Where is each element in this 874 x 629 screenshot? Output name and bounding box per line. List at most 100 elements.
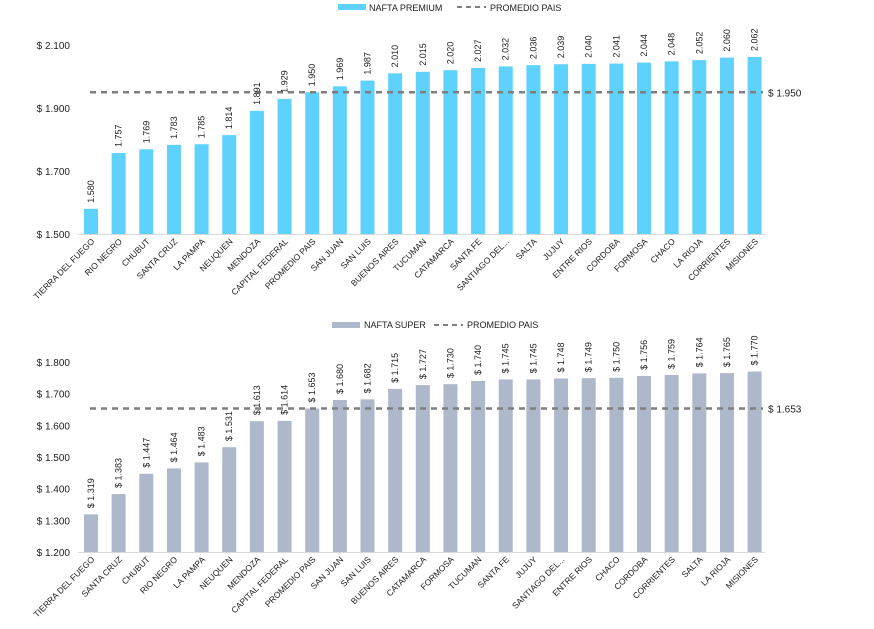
data-label-cordoba: 2.041 bbox=[611, 35, 621, 58]
data-label-mendoza: 1.891 bbox=[252, 82, 262, 105]
data-label-capital-federal: $ 1.614 bbox=[280, 385, 290, 415]
bar-santa-fe bbox=[471, 67, 486, 235]
category-label-jujuy: JUJUY bbox=[513, 554, 539, 580]
bar-la-rioja bbox=[719, 373, 734, 552]
legend: NAFTA SUPER PROMEDIO PAIS bbox=[332, 320, 538, 330]
bar-rio-negro bbox=[111, 153, 126, 234]
data-label-corrientes: 2.060 bbox=[722, 29, 732, 52]
legend-swatch-nafta-premium bbox=[338, 4, 366, 10]
y-tick-label: $ 1.600 bbox=[37, 421, 71, 432]
category-label-buenos-aires: BUENOS AIRES bbox=[349, 236, 401, 288]
bar-buenos-aires bbox=[388, 73, 403, 234]
bar-chaco bbox=[609, 377, 624, 552]
data-label-santa-cruz: $ 1.383 bbox=[114, 458, 124, 488]
data-label-san-juan: $ 1.680 bbox=[335, 364, 345, 394]
bar-promedio-pais bbox=[305, 92, 320, 234]
y-tick-label: $ 1.400 bbox=[37, 485, 71, 496]
data-labels: 1.580 1.757 1.769 1.783 1.785 1.814 1.891 1.929… bbox=[86, 28, 760, 202]
y-tick-label: $ 1.500 bbox=[37, 453, 71, 464]
bar-la-pampa bbox=[194, 462, 209, 552]
data-label-la-rioja: 2.052 bbox=[694, 32, 704, 55]
data-label-catamarca: $ 1.727 bbox=[418, 349, 428, 379]
bar-entre-rios bbox=[581, 378, 596, 552]
bar-corrientes bbox=[664, 374, 679, 552]
data-label-corrientes: $ 1.759 bbox=[667, 339, 677, 369]
data-label-buenos-aires: 2.010 bbox=[390, 45, 400, 68]
legend-label-nafta-premium: NAFTA PREMIUM bbox=[369, 3, 442, 13]
data-label-jujuy: 2.039 bbox=[556, 36, 566, 59]
nafta-super-chart: NAFTA SUPER PROMEDIO PAIS $ 1.200 $ 1.300… bbox=[31, 320, 801, 619]
data-label-tucuman: 2.015 bbox=[418, 43, 428, 66]
bar-santa-fe bbox=[498, 379, 513, 552]
bar-buenos-aires bbox=[388, 388, 403, 552]
y-tick-label: $ 1.800 bbox=[37, 358, 71, 369]
data-label-la-pampa: $ 1.483 bbox=[197, 426, 207, 456]
legend-swatch-nafta-super bbox=[332, 322, 360, 328]
category-label-santiago-del: SANTIAGO DEL... bbox=[455, 236, 512, 293]
legend-label-promedio-pais: PROMEDIO PAIS bbox=[467, 320, 538, 330]
bar-misiones bbox=[747, 371, 762, 552]
bar-tucuman bbox=[471, 381, 486, 552]
legend: NAFTA PREMIUM PROMEDIO PAIS bbox=[338, 3, 561, 13]
category-label-salta: SALTA bbox=[514, 236, 539, 261]
bar-entre-rios bbox=[581, 63, 596, 235]
y-tick-label: $ 1.700 bbox=[37, 390, 71, 401]
y-tick-label: $ 2.100 bbox=[37, 41, 71, 52]
bar-catamarca bbox=[443, 70, 458, 234]
category-label-salta: SALTA bbox=[679, 554, 704, 579]
average-value-label: $ 1.950 bbox=[768, 88, 802, 99]
data-label-rio-negro: $ 1.464 bbox=[169, 432, 179, 462]
bar-santiago-del bbox=[498, 66, 513, 234]
nafta-premium-chart: NAFTA PREMIUM PROMEDIO PAIS $ 1.500 $ 1.7… bbox=[31, 3, 801, 301]
data-label-mendoza: $ 1.613 bbox=[252, 385, 262, 415]
bar-tucuman bbox=[415, 71, 430, 235]
bar-cordoba bbox=[609, 63, 624, 235]
data-label-santa-fe: 2.027 bbox=[473, 39, 483, 62]
y-axis: $ 1.200 $ 1.300 $ 1.400 $ 1.500 $ 1.600 $ 1.7… bbox=[37, 358, 71, 559]
bar-santiago-del bbox=[554, 378, 569, 552]
bars bbox=[84, 371, 762, 552]
bar-tierra-del-fuego bbox=[84, 208, 98, 234]
data-label-neuquen: 1.814 bbox=[224, 107, 234, 130]
data-label-san-luis: 1.987 bbox=[363, 52, 373, 75]
data-label-rio-negro: 1.757 bbox=[114, 125, 124, 148]
bar-promedio-pais bbox=[305, 408, 320, 552]
bar-san-luis bbox=[360, 80, 375, 234]
bar-san-juan bbox=[332, 86, 347, 234]
bar-neuquen bbox=[222, 135, 237, 234]
data-label-cordoba: $ 1.756 bbox=[639, 340, 649, 370]
bar-neuquen bbox=[222, 447, 237, 552]
data-label-santa-fe: $ 1.745 bbox=[501, 343, 511, 373]
bar-cordoba bbox=[637, 375, 651, 552]
bar-jujuy bbox=[554, 64, 569, 234]
data-label-formosa: $ 1.730 bbox=[445, 348, 455, 378]
bar-capital-federal bbox=[277, 98, 292, 235]
category-label-jujuy: JUJUY bbox=[541, 236, 567, 262]
category-label-buenos-aires: BUENOS AIRES bbox=[349, 554, 401, 606]
bar-santa-cruz bbox=[166, 144, 181, 234]
bar-salta bbox=[526, 65, 541, 234]
bar-santa-cruz bbox=[111, 494, 126, 552]
bar-chubut bbox=[139, 149, 154, 234]
bar-la-rioja bbox=[692, 60, 707, 235]
y-axis: $ 1.500 $ 1.700 $ 1.900 $ 2.100 bbox=[37, 41, 71, 241]
data-label-misiones: 2.062 bbox=[750, 28, 760, 51]
y-tick-label: $ 1.500 bbox=[37, 230, 71, 241]
data-label-chubut: $ 1.447 bbox=[141, 438, 151, 468]
data-label-salta: 2.036 bbox=[528, 37, 538, 60]
y-tick-label: $ 1.300 bbox=[37, 516, 71, 527]
bar-formosa bbox=[637, 62, 651, 234]
data-label-promedio-pais: 1.950 bbox=[307, 64, 317, 87]
bar-mendoza bbox=[249, 110, 264, 234]
bars bbox=[84, 56, 762, 235]
data-label-tierra-del-fuego: $ 1.319 bbox=[86, 478, 96, 508]
data-label-capital-federal: 1.929 bbox=[280, 70, 290, 93]
bar-la-pampa bbox=[194, 144, 209, 234]
data-label-chaco: $ 1.750 bbox=[611, 342, 621, 372]
data-label-chubut: 1.769 bbox=[141, 121, 151, 144]
data-label-la-pampa: 1.785 bbox=[197, 116, 207, 139]
data-label-entre-rios: 2.040 bbox=[584, 35, 594, 58]
bar-chubut bbox=[139, 473, 154, 552]
